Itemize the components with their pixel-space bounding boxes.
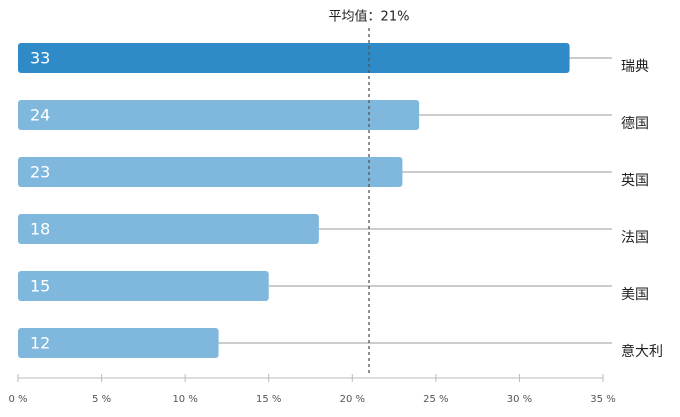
category-label: 英国 <box>621 172 649 189</box>
x-tick-label: 15 % <box>256 394 281 405</box>
average-label: 平均值：21% <box>329 9 410 25</box>
x-tick-label: 10 % <box>172 394 197 405</box>
category-label: 美国 <box>621 287 649 303</box>
x-tick-label: 35 % <box>590 394 615 405</box>
x-tick-label: 5 % <box>92 394 111 405</box>
value-label: 33 <box>30 49 50 68</box>
category-label: 瑞典 <box>621 59 649 75</box>
value-label: 23 <box>30 163 50 182</box>
bar <box>18 157 403 187</box>
value-label: 24 <box>30 106 50 125</box>
category-label: 意大利 <box>621 343 663 360</box>
bar <box>18 328 219 358</box>
value-label: 18 <box>30 220 50 239</box>
category-label: 德国 <box>621 116 649 132</box>
value-label: 15 <box>30 277 50 296</box>
x-tick-label: 30 % <box>507 394 532 405</box>
x-tick-label: 20 % <box>340 394 365 405</box>
bar <box>18 43 570 73</box>
bar <box>18 271 269 301</box>
x-tick-label: 25 % <box>423 394 448 405</box>
bar <box>18 100 420 130</box>
value-label: 12 <box>30 334 50 353</box>
category-label: 法国 <box>621 230 649 246</box>
x-tick-label: 0 % <box>8 394 27 405</box>
bar <box>18 214 319 244</box>
